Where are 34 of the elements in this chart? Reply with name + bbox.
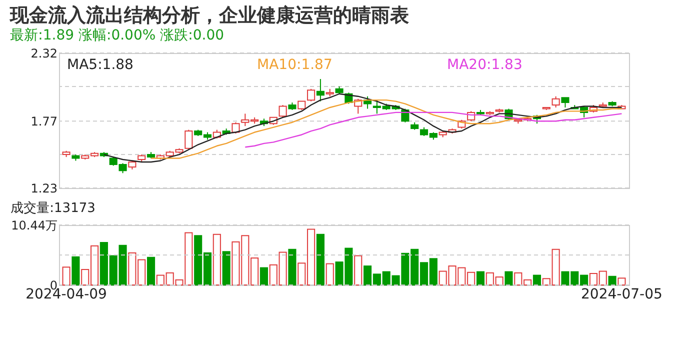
bar xyxy=(476,271,485,286)
text: 成交量:13173 xyxy=(10,200,96,216)
chart-subtitle: 最新:1.89 涨幅:0.00% 涨跌:0.00 xyxy=(10,28,224,44)
text: MA5:1.88 xyxy=(67,57,134,73)
bar xyxy=(618,278,626,286)
bar xyxy=(532,274,542,286)
candlestick xyxy=(561,97,570,108)
line-series xyxy=(244,112,622,148)
candlestick xyxy=(316,78,324,102)
x-tick-label: 2024-07-05 xyxy=(581,286,662,302)
chart-title: 现金流入流出结构分析，企业健康运营的晴雨表 xyxy=(9,4,410,26)
y-tick-label: 10.44万 xyxy=(11,218,58,232)
y-tick-label: 1.23 xyxy=(30,182,58,196)
candlestick xyxy=(307,88,316,102)
y-tick-label: 2.32 xyxy=(30,46,58,60)
bar xyxy=(326,263,334,286)
bar xyxy=(316,234,324,286)
bar xyxy=(504,271,513,286)
bar xyxy=(146,256,156,286)
candlestick xyxy=(278,104,287,118)
bar xyxy=(62,266,70,286)
bar xyxy=(354,255,362,286)
y-tick-label: 1.77 xyxy=(30,114,58,129)
text: MA10:1.87 xyxy=(257,57,332,73)
candlestick xyxy=(184,129,193,150)
text: MA20:1.83 xyxy=(447,57,522,73)
bar xyxy=(222,251,230,286)
bar xyxy=(260,267,268,286)
bar xyxy=(72,256,80,286)
candlestick xyxy=(232,122,240,134)
bar xyxy=(212,234,221,286)
candlestick xyxy=(552,96,560,108)
bar xyxy=(288,248,296,286)
bar xyxy=(608,276,616,286)
